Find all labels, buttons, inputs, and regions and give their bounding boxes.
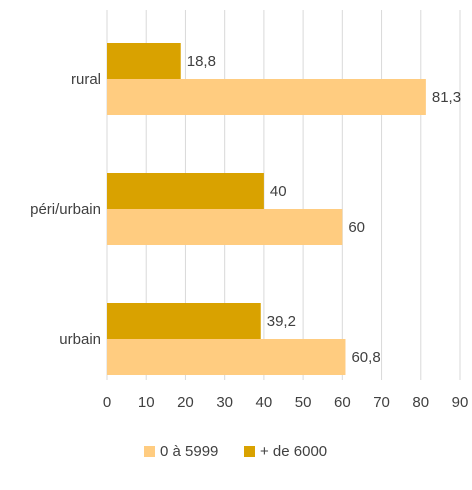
legend-label: 0 à 5999 <box>160 443 218 460</box>
data-label: 60 <box>348 219 365 236</box>
x-tick-label: 20 <box>177 394 194 411</box>
bars <box>107 43 426 375</box>
x-tick-label: 30 <box>216 394 233 411</box>
category-label: péri/urbain <box>30 201 101 218</box>
bar-0-a-5999 <box>107 79 426 115</box>
x-tick-label: 0 <box>103 394 111 411</box>
legend-swatch <box>144 446 155 457</box>
bar-plus-de-6000 <box>107 173 264 209</box>
data-labels: 18,8 81,3 40 60 39,2 60,8 <box>187 53 461 366</box>
x-tick-label: 10 <box>138 394 155 411</box>
data-label: 40 <box>270 183 287 200</box>
x-tick-label: 60 <box>334 394 351 411</box>
x-tick-label: 40 <box>256 394 273 411</box>
x-tick-label: 90 <box>452 394 469 411</box>
data-label: 60,8 <box>351 349 380 366</box>
bar-plus-de-6000 <box>107 43 181 79</box>
legend-label: + de 6000 <box>260 443 327 460</box>
bar-0-a-5999 <box>107 339 346 375</box>
data-label: 18,8 <box>187 53 216 70</box>
x-tick-label: 50 <box>295 394 312 411</box>
x-axis-ticks: 0 10 20 30 40 50 60 70 80 90 <box>103 394 469 411</box>
category-label: urbain <box>59 331 101 348</box>
legend: 0 à 5999 + de 6000 <box>144 443 327 460</box>
x-tick-label: 80 <box>412 394 429 411</box>
bar-0-a-5999 <box>107 209 343 245</box>
x-tick-label: 70 <box>373 394 390 411</box>
data-label: 39,2 <box>267 313 296 330</box>
category-labels: rural péri/urbain urbain <box>30 71 101 348</box>
legend-swatch <box>244 446 255 457</box>
data-label: 81,3 <box>432 89 461 106</box>
bar-plus-de-6000 <box>107 303 261 339</box>
category-label: rural <box>71 71 101 88</box>
